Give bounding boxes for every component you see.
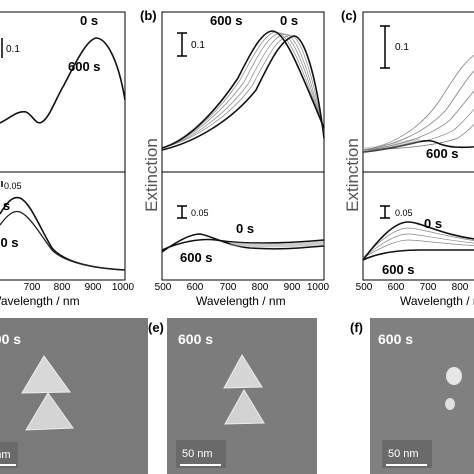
xtick-a-700: 700 — [24, 282, 41, 293]
panel-a-top-frame — [0, 11, 126, 173]
scale-a-top: 0.1 — [6, 44, 20, 55]
scale-b-top: 0.1 — [191, 40, 205, 51]
f-scalebar-label: 50 nm — [388, 448, 419, 460]
d-scalebar-box — [0, 442, 18, 468]
c-bottom-curve-600s — [362, 249, 474, 261]
d-time-label: 600 s — [0, 331, 21, 347]
panel-b-top-frame — [161, 11, 325, 173]
b-bottom-curve-600s — [161, 233, 325, 253]
xlabel-c: Wavelength / nm — [400, 294, 474, 308]
f-scalebar-box — [382, 440, 432, 468]
b-top-curve-600s — [161, 30, 325, 149]
a-bottom-time-0s: 0 s — [0, 198, 10, 213]
a-bottom-time-600s: 600 s — [0, 235, 19, 250]
panel-label-c: (c) — [341, 8, 357, 23]
scale-c-bottom: 0.05 — [395, 208, 413, 218]
panel-b-bottom-frame — [161, 171, 325, 281]
e-triangle-bottom — [224, 389, 265, 425]
xtick-c-600: 600 — [388, 282, 405, 293]
panel-a-bottom-frame — [0, 171, 126, 281]
scale-c-top: 0.1 — [395, 42, 409, 53]
xtick-c-700: 700 — [420, 282, 437, 293]
micrograph-d — [0, 318, 148, 474]
b-bottom-time-600s: 600 s — [180, 250, 213, 265]
xtick-c-500: 500 — [356, 282, 373, 293]
panel-label-e: (e) — [148, 320, 164, 335]
c-bottom-curve-0s — [362, 221, 474, 261]
xtick-a-800: 800 — [54, 282, 71, 293]
ylabel-b: Extinction — [142, 138, 161, 212]
c-bottom-time-600s: 600 s — [382, 262, 415, 277]
c-top-curve-600s — [362, 139, 474, 153]
a-bottom-curve-0s — [0, 196, 126, 271]
c-top-time-600s: 600 s — [426, 146, 459, 161]
f-particle-small — [445, 398, 455, 410]
a-top-time-0s: 0 s — [80, 13, 98, 28]
a-bottom-curve-600s — [0, 210, 126, 271]
panel-label-b: (b) — [140, 8, 157, 23]
xlabel-b: Wavelength / nm — [196, 294, 286, 308]
xtick-b-900: 900 — [284, 282, 301, 293]
d-triangle-bottom — [25, 392, 74, 431]
xtick-a-1000: 1000 — [112, 282, 135, 293]
e-triangle-top — [223, 354, 263, 389]
xtick-b-700: 700 — [220, 282, 237, 293]
f-particle-large — [446, 367, 462, 385]
ylabel-c: Extinction — [343, 138, 362, 212]
b-top-time-600s: 600 s — [210, 13, 243, 28]
xtick-c-800: 800 — [452, 282, 469, 293]
b-bottom-time-0s: 0 s — [236, 221, 254, 236]
scale-b-bottom: 0.05 — [191, 208, 209, 218]
xtick-a-900: 900 — [85, 282, 102, 293]
d-triangle-top — [21, 355, 71, 394]
xtick-b-600: 600 — [187, 282, 204, 293]
d-scalebar-label: 50 nm — [0, 449, 11, 461]
b-top-time-0s: 0 s — [280, 13, 298, 28]
xlabel-a: Wavelength / nm — [0, 294, 80, 308]
c-bottom-time-0s: 0 s — [424, 216, 442, 231]
xtick-b-1000: 1000 — [307, 282, 330, 293]
panel-label-f: (f) — [350, 320, 363, 335]
a-top-curve — [0, 37, 126, 124]
a-top-time-600s: 600 s — [68, 59, 101, 74]
e-scalebar-label: 50 nm — [182, 448, 213, 460]
xtick-b-500: 500 — [155, 282, 172, 293]
b-top-curve-0s — [161, 35, 325, 151]
xtick-b-800: 800 — [252, 282, 269, 293]
e-scalebar-box — [176, 440, 226, 468]
f-time-label: 600 s — [378, 331, 413, 347]
e-time-label: 600 s — [178, 331, 213, 347]
panel-c-bottom-frame — [362, 171, 474, 281]
scale-a-bottom: 0.05 — [4, 181, 22, 191]
